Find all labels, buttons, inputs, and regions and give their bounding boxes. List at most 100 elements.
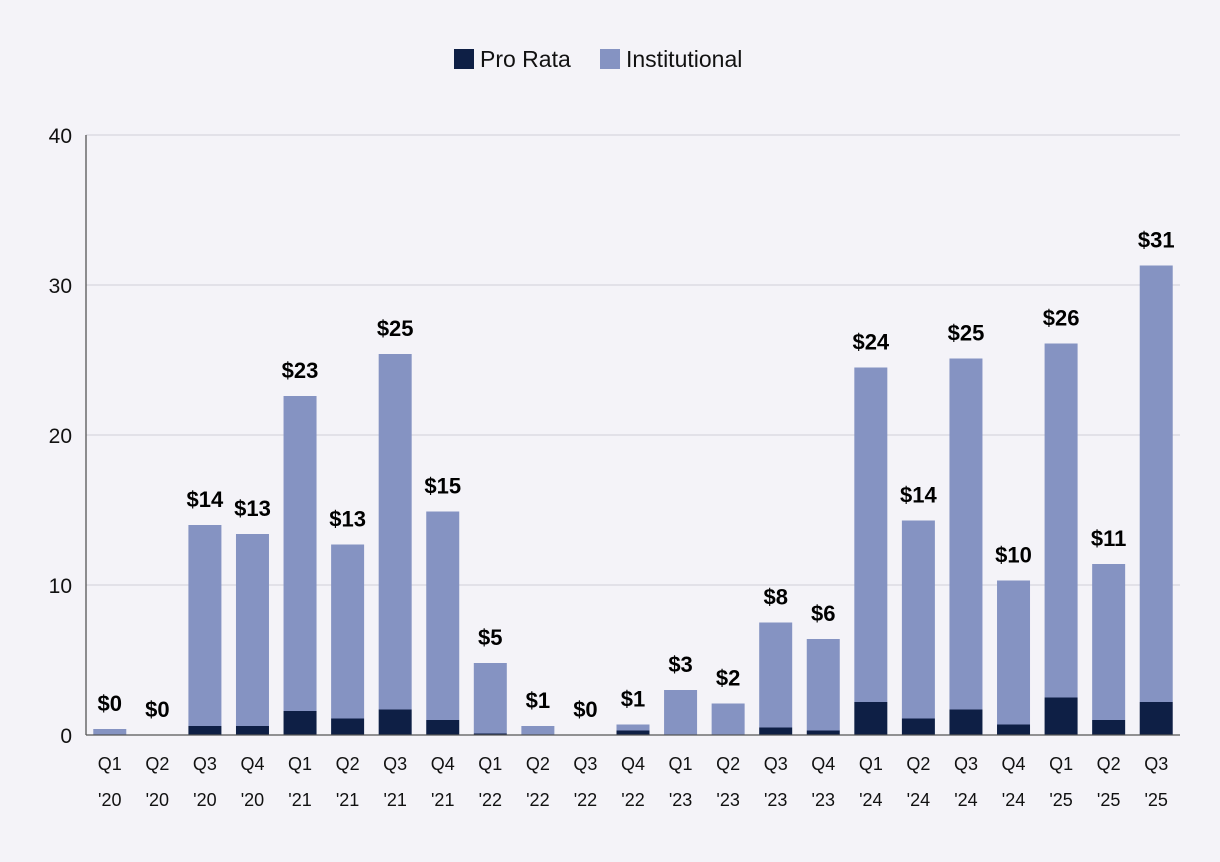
bar-pro-rata [949,709,983,735]
bar-institutional [949,358,983,710]
bar-institutional [521,726,555,735]
bar-pro-rata [378,709,412,735]
data-label: $5 [478,625,502,650]
x-tick-year: '24 [859,790,882,810]
bar-pro-rata [235,726,269,735]
x-tick-year: '24 [1002,790,1025,810]
x-tick-quarter: Q4 [1002,754,1026,774]
x-tick-year: '21 [431,790,454,810]
axes: 0 10 20 30 40 Q1 '20 Q2 '20 Q3 '20 Q4 '20 Q1 '21 Q2 '21 Q… [49,125,1180,810]
x-tick-quarter: Q1 [98,754,122,774]
legend-label: Pro Rata [480,46,571,72]
bar-institutional [806,639,840,731]
data-label: $14 [900,483,937,508]
data-label: $8 [763,585,787,610]
data-label: $25 [948,321,985,346]
x-tick-quarter: Q2 [145,754,169,774]
x-tick-year: '22 [526,790,549,810]
bar-institutional [473,663,507,734]
x-tick-year: '24 [907,790,930,810]
bar-pro-rata [806,730,840,735]
x-tick-year: '23 [812,790,835,810]
bar-institutional [901,520,935,719]
y-tick-label: 0 [60,725,72,748]
x-tick-year: '23 [669,790,692,810]
bar-institutional [854,367,888,702]
data-label: $2 [716,666,740,691]
y-tick-label: 40 [49,125,72,148]
x-tick-quarter: Q4 [621,754,645,774]
data-label: $23 [282,358,319,383]
x-tick-year: '22 [479,790,502,810]
bar-pro-rata [188,726,222,735]
y-tick-label: 20 [49,425,72,448]
bar-pro-rata [1092,720,1126,735]
legend-swatch [454,49,474,69]
data-label: $24 [852,330,889,355]
x-tick-year: '25 [1144,790,1167,810]
x-tick-quarter: Q1 [1049,754,1073,774]
bar-institutional [997,580,1031,725]
x-tick-quarter: Q2 [336,754,360,774]
data-label: $13 [234,496,271,521]
data-label: $0 [98,691,122,716]
x-tick-quarter: Q3 [954,754,978,774]
data-label: $6 [811,601,835,626]
x-tick-quarter: Q2 [526,754,550,774]
bar-pro-rata [1139,702,1173,735]
legend-item-pro-rata: Pro Rata [454,46,571,72]
data-label: $3 [668,652,692,677]
data-label: $25 [377,316,414,341]
x-tick-year: '20 [98,790,121,810]
bar-pro-rata [854,702,888,735]
x-tick-year: '25 [1097,790,1120,810]
x-tick-quarter: Q1 [859,754,883,774]
bar-institutional [235,534,269,726]
x-tick-year: '20 [193,790,216,810]
x-tick-quarter: Q1 [669,754,693,774]
x-tick-quarter: Q4 [811,754,835,774]
bar-pro-rata [426,720,460,735]
data-label: $14 [187,487,224,512]
legend-item-institutional: Institutional [600,46,742,72]
x-tick-quarter: Q3 [383,754,407,774]
x-tick-year: '22 [621,790,644,810]
bar-institutional [1092,564,1126,720]
x-tick-quarter: Q3 [1144,754,1168,774]
bar-institutional [1139,265,1173,702]
x-tick-year: '21 [383,790,406,810]
bar-institutional [426,511,460,720]
bar-institutional [93,729,127,735]
x-tick-quarter: Q3 [573,754,597,774]
y-tick-label: 30 [49,275,72,298]
bar-institutional [759,622,793,728]
bar-pro-rata [283,711,317,735]
x-tick-quarter: Q2 [906,754,930,774]
data-label: $26 [1043,306,1080,331]
data-label: $15 [424,474,461,499]
bar-pro-rata [997,724,1031,735]
x-tick-year: '25 [1049,790,1072,810]
x-tick-year: '23 [764,790,787,810]
x-tick-quarter: Q1 [478,754,502,774]
x-tick-quarter: Q4 [431,754,455,774]
bar-institutional [711,703,745,735]
x-tick-year: '24 [954,790,977,810]
data-label: $1 [526,688,550,713]
bar-institutional [283,396,317,711]
bar-pro-rata [901,718,935,735]
bars [93,265,1173,735]
data-label: $10 [995,543,1032,568]
x-tick-quarter: Q2 [1097,754,1121,774]
bar-institutional [664,690,698,735]
x-tick-quarter: Q1 [288,754,312,774]
x-tick-quarter: Q3 [764,754,788,774]
x-tick-year: '20 [146,790,169,810]
bar-pro-rata [616,730,650,735]
bar-pro-rata [473,733,507,735]
data-label: $31 [1138,228,1175,253]
bar-institutional [616,724,650,731]
bar-institutional [378,354,412,710]
